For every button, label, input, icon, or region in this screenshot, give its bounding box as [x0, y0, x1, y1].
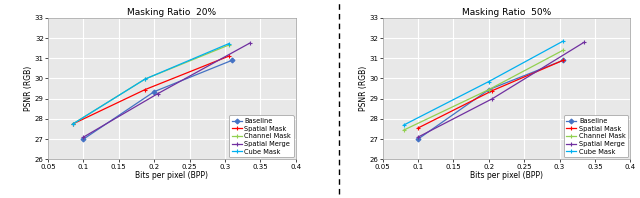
Y-axis label: PSNR (RGB): PSNR (RGB) [359, 66, 368, 111]
Cube Mask [559, 40, 567, 42]
Title: Masking Ratio  50%: Masking Ratio 50% [462, 8, 551, 17]
Spatial Merge [580, 41, 588, 43]
Channel Mask [225, 44, 232, 46]
Spatial Merge [414, 136, 422, 138]
Channel Mask [559, 49, 567, 51]
Spatial Mask [225, 55, 232, 57]
Spatial Merge [79, 136, 87, 138]
Legend: Baseline, Spatial Mask, Channel Mask, Spatial Merge, Cube Mask: Baseline, Spatial Mask, Channel Mask, Sp… [564, 115, 628, 157]
Spatial Mask [559, 59, 567, 62]
Spatial Merge [488, 98, 496, 100]
Channel Mask [485, 89, 493, 91]
Title: Masking Ratio  20%: Masking Ratio 20% [127, 8, 216, 17]
Line: Channel Mask: Channel Mask [401, 48, 566, 132]
Legend: Baseline, Spatial Mask, Channel Mask, Spatial Merge, Cube Mask: Baseline, Spatial Mask, Channel Mask, Sp… [229, 115, 294, 157]
Line: Spatial Mask: Spatial Mask [415, 58, 566, 130]
Spatial Mask [141, 89, 149, 91]
Cube Mask [485, 80, 493, 83]
X-axis label: Bits per pixel (BPP): Bits per pixel (BPP) [470, 171, 543, 180]
Line: Cube Mask: Cube Mask [401, 39, 566, 128]
X-axis label: Bits per pixel (BPP): Bits per pixel (BPP) [136, 171, 209, 180]
Channel Mask [69, 123, 77, 125]
Spatial Merge [246, 42, 253, 44]
Line: Cube Mask: Cube Mask [70, 41, 231, 127]
Cube Mask [141, 78, 149, 80]
Baseline [414, 138, 422, 140]
Baseline [228, 59, 236, 62]
Line: Baseline: Baseline [82, 59, 234, 141]
Channel Mask [141, 78, 149, 80]
Spatial Merge [154, 92, 161, 95]
Cube Mask [69, 123, 77, 125]
Line: Spatial Merge: Spatial Merge [415, 40, 587, 140]
Y-axis label: PSNR (RGB): PSNR (RGB) [24, 66, 33, 111]
Cube Mask [225, 43, 232, 45]
Baseline [79, 138, 87, 140]
Line: Spatial Mask: Spatial Mask [70, 54, 231, 127]
Spatial Mask [414, 127, 422, 129]
Line: Baseline: Baseline [416, 59, 565, 141]
Line: Channel Mask: Channel Mask [70, 43, 231, 127]
Baseline [485, 89, 493, 91]
Line: Spatial Merge: Spatial Merge [81, 41, 252, 140]
Channel Mask [400, 129, 408, 131]
Spatial Mask [69, 123, 77, 125]
Baseline [559, 59, 567, 62]
Baseline [150, 90, 158, 93]
Cube Mask [400, 124, 408, 126]
Spatial Mask [488, 89, 496, 92]
